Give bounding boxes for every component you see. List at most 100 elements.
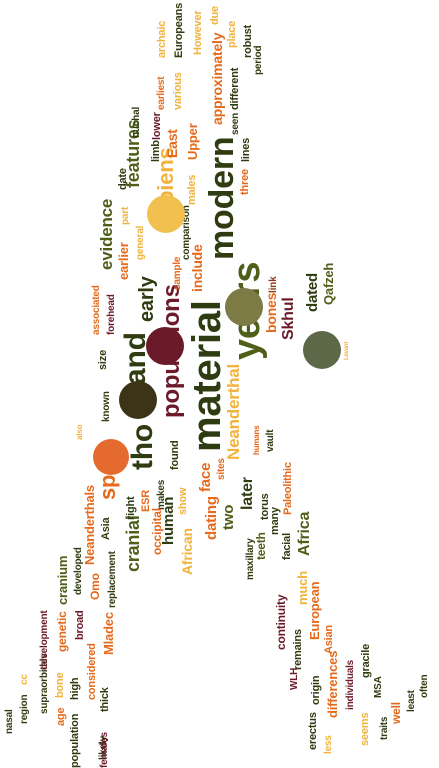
word-right: right (125, 496, 137, 520)
word-sites: sites (216, 458, 227, 480)
word-east: East (164, 129, 180, 158)
word-later: later (239, 477, 256, 510)
word-different: different (229, 67, 241, 110)
word-omo: Omo (88, 573, 102, 600)
word-found: found (169, 440, 181, 470)
word-earliest: earliest (156, 76, 167, 110)
word-individuals: individuals (345, 659, 356, 710)
word-cranial: cranial (123, 515, 143, 572)
word-limb: limb (150, 140, 162, 162)
word-africa: Africa (296, 511, 313, 556)
word-asia: Asia (100, 517, 112, 540)
word-neanderthal: Neanderthal (224, 363, 243, 460)
word-vault: vault (265, 429, 276, 452)
word-asian: Asian (323, 625, 335, 654)
circle-marker (119, 381, 157, 419)
word-modern: modern (203, 136, 241, 260)
word-differences: differences (325, 650, 340, 718)
word-cranium: cranium (55, 555, 70, 605)
word-considered: considered (86, 643, 98, 700)
word-evidence: evidence (97, 198, 116, 270)
word-due: due (209, 6, 221, 25)
word-broad: broad (74, 610, 86, 640)
word-archaic: archaic (156, 20, 168, 58)
word-size: size (97, 350, 109, 370)
word-various: various (172, 72, 184, 110)
word-neanderthals: Neanderthals (82, 485, 97, 565)
word-replacement: replacement (107, 551, 118, 608)
word-development: development (39, 610, 50, 670)
word-forehead: forehead (106, 294, 117, 335)
word-tho: tho (126, 423, 159, 470)
circle-marker (147, 195, 185, 233)
word-cc: cc (19, 674, 30, 685)
word-occipital: occipital (150, 508, 164, 555)
word-also: also (75, 424, 84, 440)
word-thick: thick (99, 687, 111, 712)
word-teeth: teeth (254, 532, 268, 560)
word-date: date (117, 168, 129, 190)
word-seems: seems (359, 712, 371, 746)
word-link: link (268, 276, 279, 293)
word-period: period (253, 45, 264, 75)
word-developed: developed (73, 547, 84, 595)
word-african: African (179, 528, 195, 575)
word-nasal: nasal (4, 709, 15, 734)
word-humans: humans (252, 425, 261, 455)
word-associated: associated (91, 285, 102, 335)
word-population: population (69, 713, 81, 768)
circle-marker (146, 327, 184, 365)
word-often: often (419, 674, 430, 698)
word-high: high (69, 677, 81, 700)
word-skhul: Skhul (280, 297, 297, 340)
word-mladec: Mladec (101, 612, 116, 655)
word-dated: dated (304, 272, 321, 312)
word-seen: seen (230, 113, 241, 135)
word-males: males (186, 174, 198, 205)
word-two: two (220, 504, 237, 530)
word-european: European (307, 581, 322, 640)
word-early: early (136, 276, 158, 322)
word-part: part (120, 206, 131, 225)
word-less: less (323, 735, 334, 754)
word-age: age (55, 707, 67, 726)
word-wlh: WLH (289, 667, 300, 690)
word-europeans: Europeans (173, 2, 185, 58)
word-upper: Upper (185, 123, 200, 160)
word-earlier: earlier (116, 242, 131, 280)
word-msa: MSA (373, 676, 384, 698)
word-levant: Levant (344, 341, 350, 360)
word-facial: facial (281, 533, 293, 560)
circle-marker (303, 331, 341, 369)
word-continuity: continuity (274, 594, 288, 650)
word-however: However (192, 10, 204, 55)
word-material: material (185, 300, 229, 452)
word-bone: bone (54, 672, 66, 698)
circle-marker (225, 288, 263, 326)
word-many: many (269, 507, 281, 535)
word-include: include (189, 244, 205, 292)
word-paleolithic: Paleolithic (282, 462, 294, 515)
word-place: place (226, 20, 238, 48)
circle-marker (93, 439, 129, 475)
word-three: three (239, 169, 251, 195)
word-erectus: erectus (307, 712, 319, 750)
word-show: show (177, 487, 189, 515)
word-face: face (197, 462, 214, 492)
word-bones: bones (263, 292, 279, 333)
word-lines: lines (240, 137, 252, 162)
word-approximately: approximately (209, 32, 225, 125)
word-known: known (101, 391, 112, 422)
word-least: least (406, 690, 417, 712)
word-lower: lower (151, 112, 163, 140)
word-sample: sample (172, 256, 183, 290)
word-makes: makes (156, 479, 167, 510)
word-remains: remains (292, 629, 304, 670)
word-dating: dating (203, 496, 220, 540)
word-well: well (389, 702, 403, 724)
word-qafzeh: Qafzeh (321, 262, 336, 305)
word-nuchal: nuchal (131, 106, 142, 138)
word-origin: origin (310, 675, 322, 705)
word-region: region (19, 694, 30, 724)
